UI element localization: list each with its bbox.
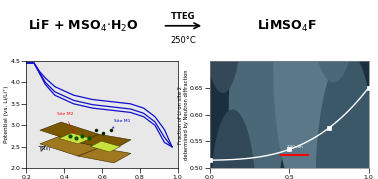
- Text: LiMSO$_4$F: LiMSO$_4$F: [257, 18, 317, 34]
- Y-axis label: Potential (vs. Li/Li⁺): Potential (vs. Li/Li⁺): [4, 86, 9, 143]
- Text: TTEG: TTEG: [171, 11, 195, 21]
- Polygon shape: [40, 122, 99, 142]
- Y-axis label: Fraction of Li on site 2
determined by Neutron diffraction: Fraction of Li on site 2 determined by N…: [178, 69, 189, 160]
- Text: 200 nm: 200 nm: [287, 146, 303, 149]
- Ellipse shape: [311, 0, 356, 82]
- Point: [207, 159, 213, 162]
- Ellipse shape: [229, 0, 286, 179]
- Ellipse shape: [203, 0, 242, 93]
- Ellipse shape: [316, 51, 374, 179]
- Polygon shape: [78, 134, 131, 149]
- Ellipse shape: [211, 110, 256, 179]
- Point: [326, 127, 332, 129]
- Text: Site M2: Site M2: [57, 112, 73, 133]
- Text: [010]: [010]: [40, 146, 51, 150]
- Text: Site M1: Site M1: [113, 119, 130, 128]
- Ellipse shape: [248, 0, 305, 40]
- Point: [286, 148, 292, 151]
- Polygon shape: [91, 141, 120, 152]
- Text: LiF + MSO$_4$$\cdot$H$_2$O: LiF + MSO$_4$$\cdot$H$_2$O: [28, 18, 138, 34]
- Text: 250°C: 250°C: [170, 36, 196, 45]
- Polygon shape: [78, 148, 131, 163]
- Polygon shape: [59, 133, 91, 144]
- Polygon shape: [40, 136, 99, 156]
- Point: [366, 86, 372, 89]
- Ellipse shape: [273, 0, 343, 179]
